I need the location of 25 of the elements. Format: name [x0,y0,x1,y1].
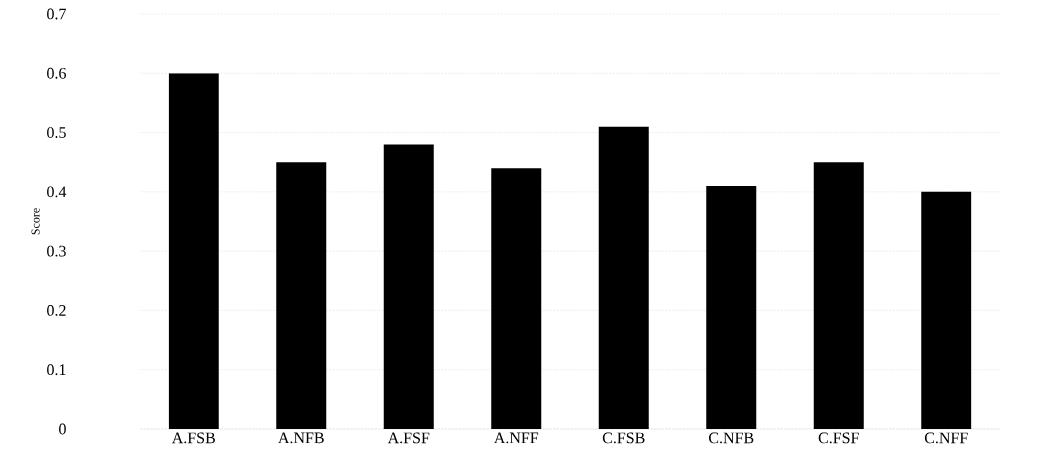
y-tick-label: 0.7 [47,8,67,20]
y-tick-label: 0 [59,423,66,435]
bar [921,191,972,429]
bar [706,185,757,429]
bar [598,126,649,429]
x-tick-label: C.FSF [818,432,859,444]
x-tick-label: A.NFF [493,432,539,444]
y-tick-label: 0.2 [47,305,66,316]
x-tick-label: A.FSF [387,432,430,444]
x-tick-label: C.NFF [924,432,968,444]
x-tick-label: C.NFB [709,432,754,444]
bar [383,144,434,429]
bar [813,162,864,429]
y-tick-label: 0.1 [47,364,66,376]
y-tick-label: 0.5 [47,127,66,138]
y-tick-label: 0.4 [47,186,67,198]
y-tick-label: 0.3 [47,245,66,257]
x-tick-label: A.FSB [171,432,215,444]
y-tick-label: 0.6 [47,67,66,79]
y-axis-title: Score [31,208,40,235]
bar [276,162,327,429]
bar [491,168,542,429]
x-tick-label: C.FSB [602,432,645,444]
x-tick-label: A.NFB [278,432,324,444]
bar [168,73,219,429]
